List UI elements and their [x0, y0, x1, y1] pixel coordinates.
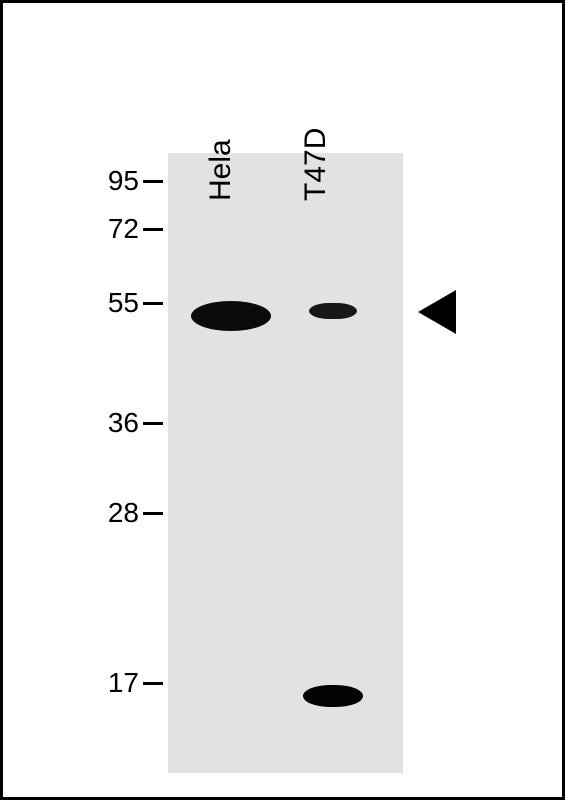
lane-label-t47d: T47D	[299, 128, 333, 201]
ladder-label: 36	[108, 407, 139, 439]
ladder-marker: 95	[108, 165, 163, 197]
ladder-tick-icon	[143, 422, 163, 425]
band-t47d-55	[309, 303, 357, 319]
ladder-tick-icon	[143, 228, 163, 231]
ladder-tick-icon	[143, 512, 163, 515]
ladder-label: 95	[108, 165, 139, 197]
ladder-tick-icon	[143, 180, 163, 183]
ladder-marker: 55	[108, 287, 163, 319]
ladder-label: 55	[108, 287, 139, 319]
band-t47d-17	[303, 685, 363, 707]
ladder-marker: 36	[108, 407, 163, 439]
ladder-label: 17	[108, 667, 139, 699]
ladder-label: 28	[108, 497, 139, 529]
blot-membrane	[168, 153, 403, 773]
lane-label-hela: Hela	[204, 139, 238, 201]
ladder-marker: 72	[108, 213, 163, 245]
ladder-tick-icon	[143, 302, 163, 305]
ladder-marker: 28	[108, 497, 163, 529]
target-arrow-icon	[418, 290, 456, 334]
ladder-label: 72	[108, 213, 139, 245]
band-hela-55	[191, 301, 271, 331]
ladder-tick-icon	[143, 682, 163, 685]
figure-frame: Hela T47D 95 72 55 36 28 17	[0, 0, 565, 800]
ladder-marker: 17	[108, 667, 163, 699]
